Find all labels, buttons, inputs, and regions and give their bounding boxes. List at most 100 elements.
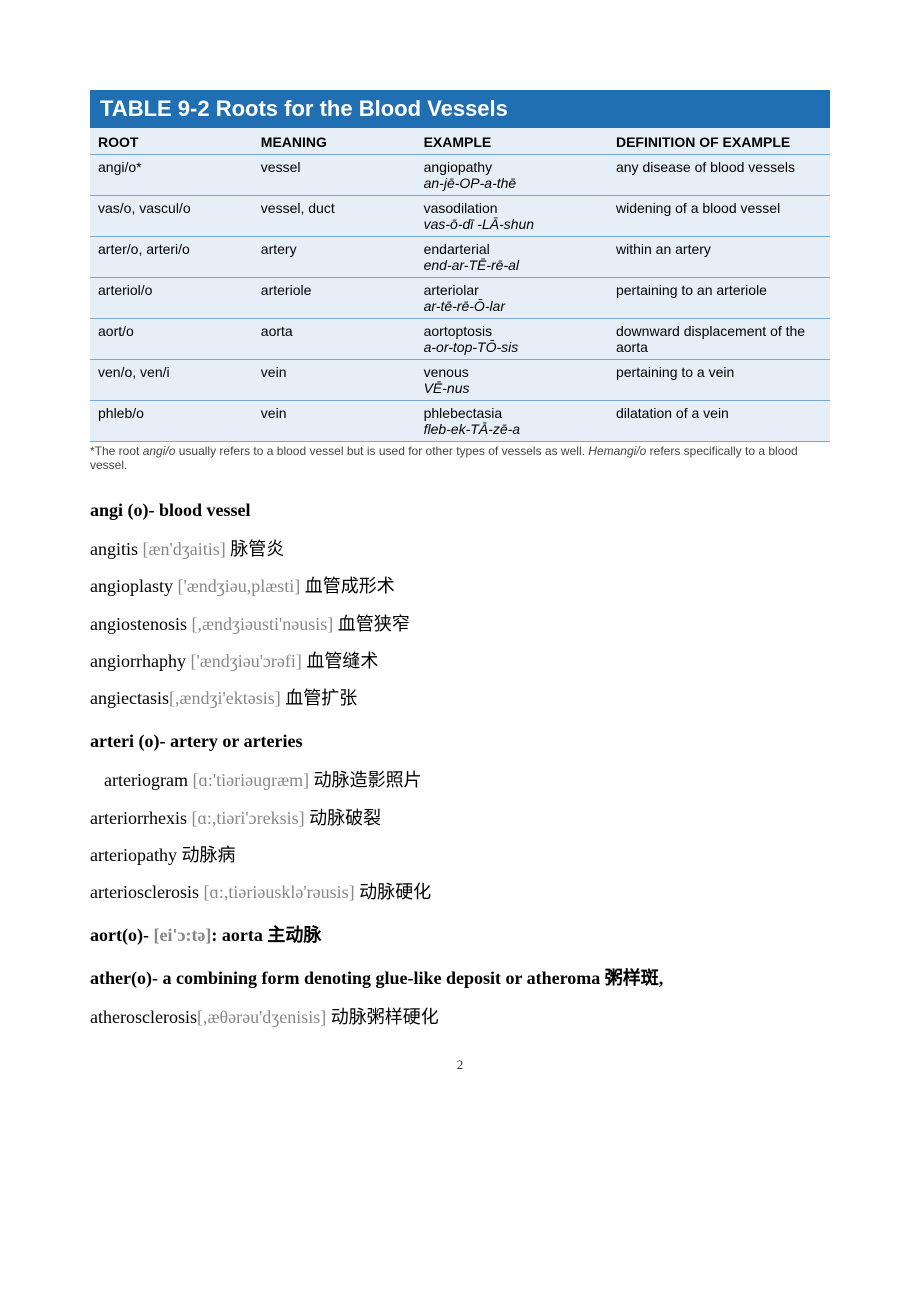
- cell-meaning: vein: [253, 401, 416, 442]
- cell-definition: dilatation of a vein: [608, 401, 830, 442]
- section-heading: aort(o)- [ei'ɔ:tə]: aorta 主动脉: [90, 923, 830, 948]
- term-word: arteriosclerosis: [90, 882, 199, 902]
- col-header-definition: DEFINITION OF EXAMPLE: [608, 128, 830, 155]
- term-line: atherosclerosis[,æθərəu'dʒenisis] 动脉粥样硬化: [90, 1005, 830, 1030]
- table-row: phleb/oveinphlebectasiafleb-ek-TĀ-zē-adi…: [90, 401, 830, 442]
- term-phonetic: [ɑ:'tiəriəuɡræm]: [188, 770, 314, 790]
- cell-example: phlebectasiafleb-ek-TĀ-zē-a: [416, 401, 608, 442]
- cell-definition: downward displacement of the aorta: [608, 319, 830, 360]
- term-line: angioplasty ['ændʒiəu,plæsti] 血管成形术: [90, 574, 830, 599]
- cell-meaning: aorta: [253, 319, 416, 360]
- term-line: arteriorrhexis [ɑ:,tiəri'ɔreksis] 动脉破裂: [90, 806, 830, 831]
- cell-example: angiopathyan-jē-OP-a-thē: [416, 155, 608, 196]
- cell-example: arteriolarar-tē-rē-Ō-lar: [416, 278, 608, 319]
- col-header-root: ROOT: [90, 128, 253, 155]
- table-header-row: ROOT MEANING EXAMPLE DEFINITION OF EXAMP…: [90, 128, 830, 155]
- cell-root: aort/o: [90, 319, 253, 360]
- term-word: arteriogram: [104, 770, 188, 790]
- term-phonetic: [ɑ:,tiəriəusklə'rəusis]: [199, 882, 359, 902]
- cell-example: endarterialend-ar-TĒ-rē-al: [416, 237, 608, 278]
- cell-root: ven/o, ven/i: [90, 360, 253, 401]
- term-word: angiostenosis: [90, 614, 187, 634]
- cell-root: phleb/o: [90, 401, 253, 442]
- cell-meaning: vessel, duct: [253, 196, 416, 237]
- term-translation: 动脉破裂: [309, 808, 381, 828]
- term-phonetic: [æn'dʒaitis]: [138, 539, 230, 559]
- cell-pronunciation: fleb-ek-TĀ-zē-a: [424, 421, 600, 437]
- term-phonetic: [,æθərəu'dʒenisis]: [197, 1007, 331, 1027]
- cell-definition: pertaining to a vein: [608, 360, 830, 401]
- term-sections: angi (o)- blood vessel angitis [æn'dʒaiti…: [90, 498, 830, 1031]
- cell-pronunciation: an-jē-OP-a-thē: [424, 175, 600, 191]
- table-row: arter/o, arteri/oarteryendarterialend-ar…: [90, 237, 830, 278]
- cell-pronunciation: VĒ-nus: [424, 380, 600, 396]
- roots-table-wrapper: TABLE 9-2 Roots for the Blood Vessels RO…: [90, 90, 830, 472]
- cell-example: venousVĒ-nus: [416, 360, 608, 401]
- cell-definition: any disease of blood vessels: [608, 155, 830, 196]
- cell-definition: pertaining to an arteriole: [608, 278, 830, 319]
- table-row: ven/o, ven/iveinvenousVĒ-nuspertaining t…: [90, 360, 830, 401]
- cell-pronunciation: end-ar-TĒ-rē-al: [424, 257, 600, 273]
- term-line: angitis [æn'dʒaitis] 脉管炎: [90, 537, 830, 562]
- cell-root: arteriol/o: [90, 278, 253, 319]
- term-word: angiectasis: [90, 688, 169, 708]
- cell-meaning: vessel: [253, 155, 416, 196]
- cell-example: aortoptosisa-or-top-TŌ-sis: [416, 319, 608, 360]
- term-line: angiectasis[,ændʒi'ektəsis] 血管扩张: [90, 686, 830, 711]
- table-row: aort/oaortaaortoptosisa-or-top-TŌ-sisdow…: [90, 319, 830, 360]
- term-phonetic: [,ændʒi'ektəsis]: [169, 688, 285, 708]
- term-phonetic: [ɑ:,tiəri'ɔreksis]: [187, 808, 309, 828]
- cell-root: angi/o*: [90, 155, 253, 196]
- col-header-meaning: MEANING: [253, 128, 416, 155]
- footnote-em1: angi/o: [143, 444, 176, 458]
- term-word: arteriorrhexis: [90, 808, 187, 828]
- term-line: angiostenosis [,ændʒiəusti'nəusis] 血管狭窄: [90, 612, 830, 637]
- footnote-em2: Hemangi/o: [588, 444, 646, 458]
- term-translation: 血管成形术: [305, 576, 395, 596]
- table-row: arteriol/oarteriolearteriolarar-tē-rē-Ō-…: [90, 278, 830, 319]
- table-row: vas/o, vascul/ovessel, ductvasodilationv…: [90, 196, 830, 237]
- term-translation: 动脉硬化: [359, 882, 431, 902]
- term-line: arteriopathy 动脉病: [90, 843, 830, 868]
- section-heading: angi (o)- blood vessel: [90, 498, 830, 523]
- col-header-example: EXAMPLE: [416, 128, 608, 155]
- roots-table: ROOT MEANING EXAMPLE DEFINITION OF EXAMP…: [90, 128, 830, 442]
- cell-definition: within an artery: [608, 237, 830, 278]
- term-translation: 脉管炎: [230, 539, 284, 559]
- document-page: TABLE 9-2 Roots for the Blood Vessels RO…: [0, 0, 920, 1103]
- cell-pronunciation: a-or-top-TŌ-sis: [424, 339, 600, 355]
- table-title: TABLE 9-2 Roots for the Blood Vessels: [90, 90, 830, 128]
- term-word: angiorrhaphy: [90, 651, 186, 671]
- term-word: arteriopathy: [90, 845, 177, 865]
- term-phonetic: ['ændʒiəu,plæsti]: [173, 576, 305, 596]
- cell-root: vas/o, vascul/o: [90, 196, 253, 237]
- table-footnote: *The root angi/o usually refers to a blo…: [90, 444, 830, 472]
- table-row: angi/o*vesselangiopathyan-jē-OP-a-thēany…: [90, 155, 830, 196]
- term-line: arteriosclerosis [ɑ:,tiəriəusklə'rəusis]…: [90, 880, 830, 905]
- term-phonetic: [,ændʒiəusti'nəusis]: [187, 614, 338, 634]
- term-line: arteriogram [ɑ:'tiəriəuɡræm] 动脉造影照片: [90, 768, 830, 793]
- section-heading: arteri (o)- artery or arteries: [90, 729, 830, 754]
- cell-meaning: arteriole: [253, 278, 416, 319]
- term-line: angiorrhaphy ['ændʒiəu'ɔrəfi] 血管缝术: [90, 649, 830, 674]
- term-word: angioplasty: [90, 576, 173, 596]
- cell-meaning: artery: [253, 237, 416, 278]
- cell-definition: widening of a blood vessel: [608, 196, 830, 237]
- cell-example: vasodilationvas-ō-dī -LĀ-shun: [416, 196, 608, 237]
- term-translation: 血管缝术: [306, 651, 378, 671]
- cell-pronunciation: ar-tē-rē-Ō-lar: [424, 298, 600, 314]
- term-word: angitis: [90, 539, 138, 559]
- term-translation: 动脉病: [177, 845, 236, 865]
- footnote-text: *The root: [90, 444, 143, 458]
- term-translation: 动脉粥样硬化: [331, 1007, 439, 1027]
- term-translation: 血管扩张: [285, 688, 357, 708]
- cell-meaning: vein: [253, 360, 416, 401]
- page-number: 2: [90, 1057, 830, 1073]
- term-translation: 血管狭窄: [338, 614, 410, 634]
- section-heading: ather(o)- a combining form denoting glue…: [90, 966, 830, 991]
- footnote-text: usually refers to a blood vessel but is …: [175, 444, 588, 458]
- cell-root: arter/o, arteri/o: [90, 237, 253, 278]
- term-phonetic: ['ændʒiəu'ɔrəfi]: [186, 651, 306, 671]
- term-translation: 动脉造影照片: [314, 770, 422, 790]
- term-word: atherosclerosis: [90, 1007, 197, 1027]
